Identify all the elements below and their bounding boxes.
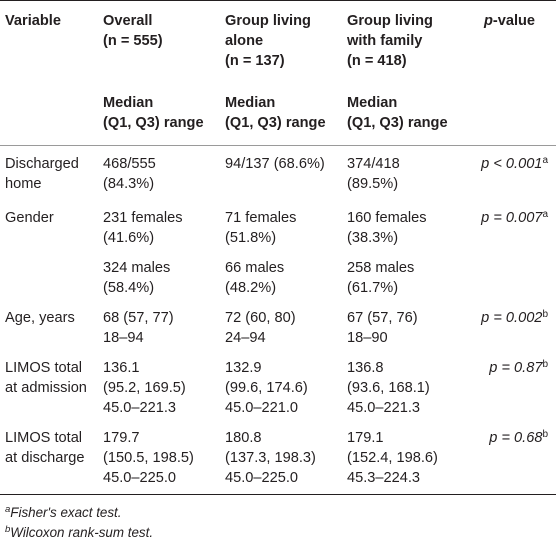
row-gender-male: 324 males (58.4%) 66 males (48.2%) 258 mal… [0, 254, 556, 304]
header-group-alone: Group living alone (n = 137) [220, 0, 342, 81]
cell-pvalue: p = 0.87b [489, 359, 548, 377]
cell-label: LIMOS total at admission [5, 360, 87, 396]
cell-alone: 72 (60, 80) 24–94 [225, 310, 296, 346]
cell-overall: 179.7 (150.5, 198.5) 45.0–225.0 [98, 424, 220, 495]
footnote-a: aFisher's exact test. [5, 504, 122, 520]
cell-alone: 71 females (51.8%) [225, 210, 297, 246]
cell-pvalue: p < 0.001a [481, 155, 548, 173]
cell-overall: 68 (57, 77) 18–94 [103, 310, 174, 346]
subheader-empty [0, 81, 98, 146]
header-overall: Overall (n = 555) [98, 0, 220, 81]
header-pvalue: p-value [462, 0, 556, 81]
cell-family: 374/418 (89.5%) [347, 156, 400, 192]
header-group-family: Group living with family (n = 418) [342, 0, 462, 81]
cell-family: 136.8 (93.6, 168.1) 45.0–221.3 [347, 360, 430, 416]
cell-overall: 324 males (58.4%) [103, 260, 171, 296]
row-age: Age, years 68 (57, 77) 18–94 72 (60, 80) 2… [0, 304, 556, 354]
row-discharged-home: Discharged home 468/555 (84.3%) 94/137 (68… [0, 146, 556, 201]
cell-alone: 94/137 (68.6%) [225, 156, 325, 172]
cell-overall: 231 females (41.6%) [103, 210, 183, 246]
cell-family: 179.1 (152.4, 198.6) 45.3–224.3 [342, 424, 462, 495]
results-table: Variable Overall (n = 555) Group living … [0, 0, 556, 495]
cell-overall: 468/555 (84.3%) [103, 156, 156, 192]
cell-family: 160 females (38.3%) [347, 210, 427, 246]
row-limos-admission: LIMOS total at admission 136.1 (95.2, 169.… [0, 354, 556, 424]
cell-label: Gender [5, 210, 54, 226]
cell-label: Age, years [5, 310, 75, 326]
subheader-family: Median (Q1, Q3) range [342, 81, 462, 146]
cell-pvalue: p = 0.002b [481, 309, 548, 327]
subheader-overall: Median (Q1, Q3) range [98, 81, 220, 146]
cell-family: 67 (57, 76) 18–90 [347, 310, 418, 346]
cell-alone: 180.8 (137.3, 198.3) 45.0–225.0 [220, 424, 342, 495]
cell-alone: 66 males (48.2%) [225, 260, 285, 296]
cell-alone: 132.9 (99.6, 174.6) 45.0–221.0 [225, 360, 308, 416]
subheader-pvalue [462, 81, 556, 146]
cell-overall: 136.1 (95.2, 169.5) 45.0–221.3 [103, 360, 186, 416]
cell-pvalue: p = 0.007a [481, 209, 548, 227]
subheader-alone: Median (Q1, Q3) range [220, 81, 342, 146]
cell-pvalue [462, 254, 556, 304]
cell-label: Discharged home [5, 156, 79, 192]
cell-label: LIMOS total at discharge [0, 424, 98, 495]
row-limos-discharge: LIMOS total at discharge 179.7 (150.5, 198… [0, 424, 556, 495]
cell-pvalue: p = 0.68b [462, 424, 556, 495]
row-gender-female: Gender 231 females (41.6%) 71 females (51.… [0, 200, 556, 254]
cell-label [0, 254, 98, 304]
header-variable: Variable [0, 0, 98, 81]
cell-family: 258 males (61.7%) [347, 260, 415, 296]
header-row: Variable Overall (n = 555) Group living … [0, 0, 556, 81]
subheader-row: Median (Q1, Q3) range Median (Q1, Q3) rang… [0, 81, 556, 146]
footnote-b: bWilcoxon rank-sum test. [5, 524, 154, 540]
